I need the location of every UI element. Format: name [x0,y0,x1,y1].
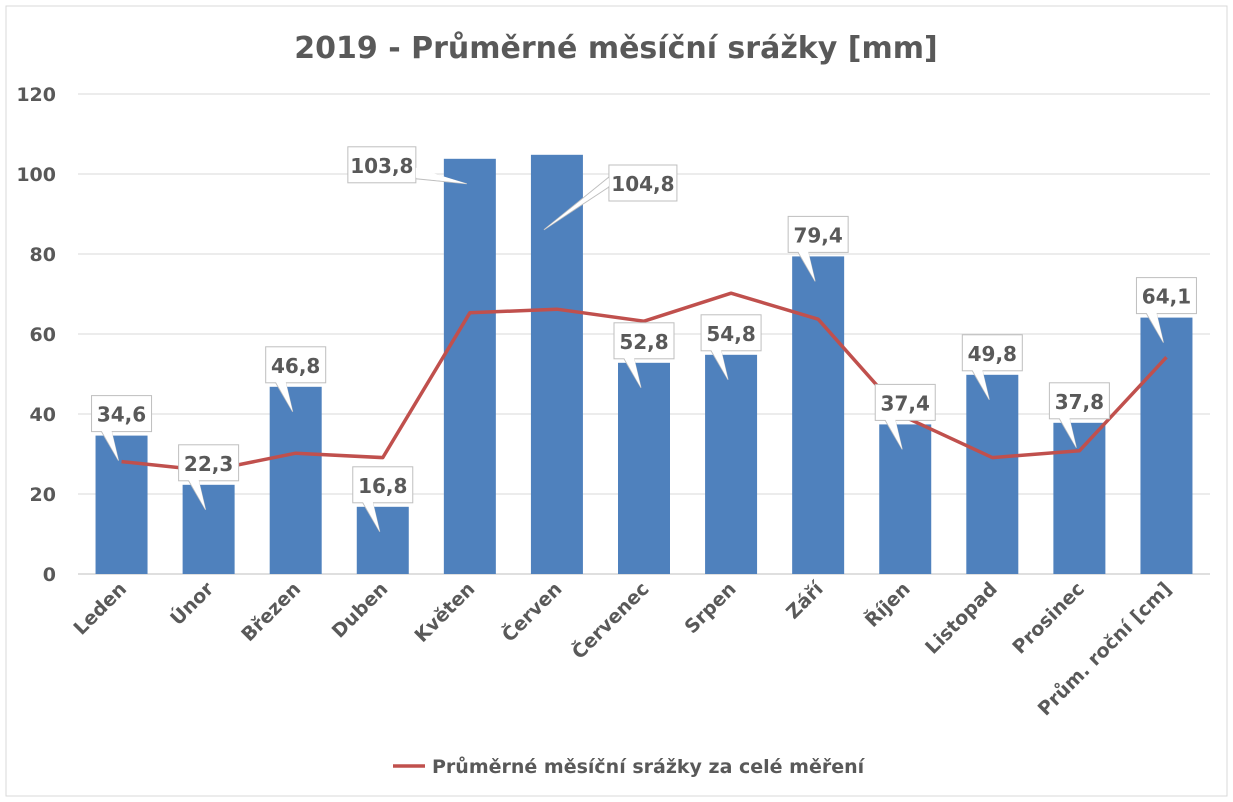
callout-box [700,314,762,352]
y-tick-label: 0 [43,564,56,586]
bar [1140,317,1193,574]
callout-box [874,383,936,421]
callout-tail-fill [1059,417,1077,448]
bar [356,506,409,574]
legend: Průměrné měsíční srážky za celé měření [393,755,866,778]
data-label: 64,1 [1142,285,1191,309]
bar [269,386,322,574]
bar [618,362,670,574]
data-label: 34,6 [97,403,146,427]
chart-border [5,5,1228,797]
callout-box [961,334,1023,372]
data-label: 49,8 [968,342,1017,366]
callout-box [178,444,240,482]
data-label: 37,8 [1055,390,1104,414]
callout-tail-fill [624,357,641,388]
bar [530,154,583,575]
bar [95,435,148,574]
y-tick-label: 60 [30,324,56,346]
callout-tail-fill [101,430,119,461]
bar [1053,422,1106,574]
y-tick-label: 120 [16,84,56,106]
series-line [121,291,1168,473]
callout-tail-fill [798,251,816,282]
bar [443,158,496,575]
callout-box [352,466,414,504]
legend-label: Průměrné měsíční srážky za celé měření [432,755,866,778]
callout-tail-fill [543,178,609,230]
y-tick-label: 80 [30,244,56,266]
bar [966,374,1019,574]
callout-tail-fill [711,349,729,380]
data-label: 16,8 [358,474,407,498]
bar [792,256,845,574]
callout-box [1048,382,1110,420]
y-tick-label: 20 [30,484,56,506]
data-label: 37,4 [881,391,930,415]
data-label: 22,3 [184,452,233,476]
callout-tail-fill [1146,312,1164,343]
bar [705,354,758,574]
data-label: 103,8 [350,154,413,178]
callout-tail-fill [362,501,380,532]
y-tick-label: 40 [30,404,56,426]
callout-box [1135,277,1197,315]
callout-tail-fill [885,419,903,450]
data-label: 52,8 [619,330,668,354]
callout-box [91,395,153,433]
callout-tail-fill [275,381,293,412]
data-label: 104,8 [611,172,674,196]
callout-tail-fill [188,479,206,510]
callout-tail-fill [972,369,990,400]
callout-box [347,146,417,184]
callout-box [265,346,327,384]
y-tick-label: 100 [16,164,56,186]
callout-tail-fill [415,167,467,184]
callout-box [613,322,675,360]
bar [879,424,932,574]
data-label: 46,8 [271,354,320,378]
bar [182,484,235,574]
data-label: 79,4 [793,223,842,247]
chart-title: 2019 - Průměrné měsíční srážky [mm] [294,30,937,66]
data-label: 54,8 [706,322,755,346]
callout-box [787,215,849,253]
